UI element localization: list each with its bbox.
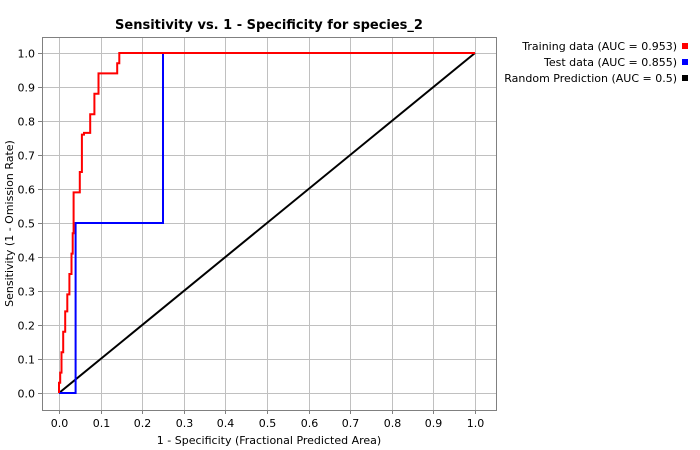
- x-axis-label: 1 - Specificity (Fractional Predicted Ar…: [157, 434, 381, 447]
- y-tick-label: 0.9: [18, 82, 36, 95]
- legend: Training data (AUC = 0.953) Test data (AU…: [504, 40, 688, 85]
- x-tick-label: 0.3: [176, 417, 194, 430]
- y-tick-label: 0.1: [18, 354, 36, 367]
- y-tick-label: 0.0: [18, 388, 36, 401]
- legend-test-label: Test data (AUC = 0.855): [543, 56, 677, 69]
- y-tick-label: 0.7: [18, 150, 36, 163]
- training-data-line: [58, 52, 475, 393]
- legend-random-label: Random Prediction (AUC = 0.5): [504, 72, 677, 85]
- legend-random-swatch: [682, 75, 688, 81]
- x-tick-label: 1.0: [467, 417, 485, 430]
- x-tick-label: 0.9: [425, 417, 443, 430]
- y-tick-label: 0.8: [18, 116, 36, 129]
- y-tick-label: 1.0: [18, 48, 36, 61]
- chart-title: Sensitivity vs. 1 - Specificity for spec…: [115, 18, 423, 33]
- legend-test-swatch: [682, 59, 688, 65]
- random-prediction-line: [58, 52, 476, 394]
- axes: 0.0 0.1 0.2 0.3 0.4 0.5 0.6 0.7 0.8 0.9 1.0 0.0 0.1 0…: [18, 48, 485, 431]
- y-tick-label: 0.5: [18, 218, 36, 231]
- legend-training-label: Training data (AUC = 0.953): [521, 40, 677, 53]
- y-tick-label: 0.2: [18, 320, 36, 333]
- legend-training-swatch: [682, 43, 688, 49]
- y-tick-label: 0.4: [18, 252, 36, 265]
- x-tick-label: 0.4: [217, 417, 235, 430]
- y-tick-label: 0.3: [18, 286, 36, 299]
- y-tick-label: 0.6: [18, 184, 36, 197]
- x-tick-label: 0.1: [93, 417, 111, 430]
- x-tick-label: 0.2: [134, 417, 152, 430]
- y-axis-label: Sensitivity (1 - Omission Rate): [3, 140, 16, 307]
- x-tick-label: 0.7: [342, 417, 360, 430]
- x-tick-label: 0.5: [259, 417, 277, 430]
- series-group: [58, 52, 476, 394]
- x-tick-label: 0.0: [51, 417, 69, 430]
- plot-frame: [42, 37, 497, 411]
- x-tick-label: 0.6: [301, 417, 319, 430]
- x-tick-label: 0.8: [384, 417, 402, 430]
